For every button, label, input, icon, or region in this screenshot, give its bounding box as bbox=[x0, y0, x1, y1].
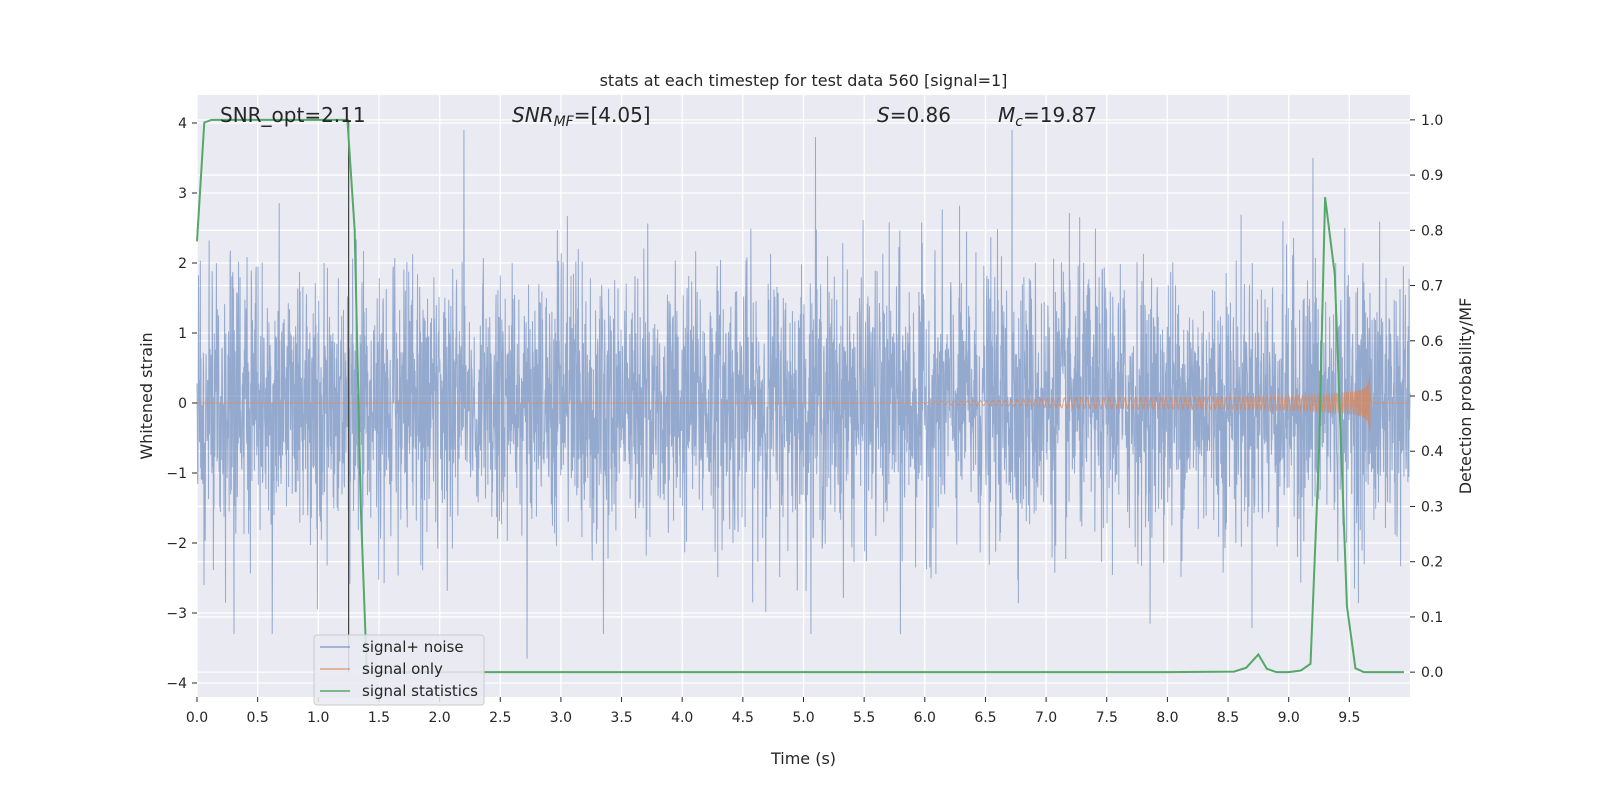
y-right-tick-label: 0.5 bbox=[1421, 389, 1443, 405]
legend-label-signal-statistics: signal statistics bbox=[362, 682, 478, 700]
y-left-axis-label: Whitened strain bbox=[137, 332, 156, 459]
x-tick-label: 4.0 bbox=[671, 710, 693, 726]
annotation-snr-opt: SNR_opt=2.11 bbox=[220, 103, 366, 127]
annotation-mc-sub: c bbox=[1015, 114, 1023, 130]
legend-box bbox=[313, 634, 485, 706]
y-left-tick-label: −4 bbox=[166, 676, 187, 692]
y-right-tick-label: 0.3 bbox=[1421, 499, 1443, 515]
x-tick-label: 7.0 bbox=[1035, 710, 1057, 726]
y-left-axis-ticks: −4 −3 −2 −1 0 1 2 3 4 bbox=[166, 116, 197, 692]
x-tick-label: 6.0 bbox=[914, 710, 936, 726]
y-right-tick-label: 1.0 bbox=[1421, 113, 1443, 129]
legend-label-signal-noise: signal+ noise bbox=[362, 638, 464, 656]
y-right-tick-label: 0.6 bbox=[1421, 334, 1443, 350]
y-right-tick-label: 0.9 bbox=[1421, 168, 1443, 184]
x-tick-label: 8.0 bbox=[1156, 710, 1178, 726]
y-right-axis-label: Detection probability/MF bbox=[1456, 298, 1475, 495]
x-tick-label: 5.5 bbox=[853, 710, 875, 726]
x-tick-label: 2.0 bbox=[428, 710, 450, 726]
y-left-tick-label: 2 bbox=[178, 256, 187, 272]
y-right-tick-label: 0.1 bbox=[1421, 610, 1443, 626]
x-tick-label: 6.5 bbox=[974, 710, 996, 726]
y-left-tick-label: 3 bbox=[178, 186, 187, 202]
signal-noise-line bbox=[196, 129, 1411, 659]
x-axis-label: Time (s) bbox=[770, 749, 836, 768]
annotation-snr-mf-value: =[4.05] bbox=[574, 103, 651, 127]
y-left-tick-label: 1 bbox=[178, 326, 187, 342]
y-right-axis-ticks: 0.0 0.1 0.2 0.3 0.4 0.5 0.6 0.7 0.8 0.9 1.0 bbox=[1410, 113, 1443, 681]
x-tick-label: 3.0 bbox=[550, 710, 572, 726]
series-signal-statistics bbox=[196, 118, 1404, 674]
y-right-tick-label: 0.0 bbox=[1421, 665, 1443, 681]
x-tick-label: 8.5 bbox=[1217, 710, 1239, 726]
y-left-tick-label: 4 bbox=[178, 116, 187, 132]
annotation-s-value: =0.86 bbox=[890, 103, 951, 127]
y-left-tick-label: −3 bbox=[166, 606, 187, 622]
annotation-snr-mf: SNRMF=[4.05] bbox=[512, 103, 651, 130]
annotation-s: S=0.86 bbox=[877, 103, 951, 127]
signal-statistics-line bbox=[196, 118, 1404, 674]
y-left-tick-label: −2 bbox=[166, 536, 187, 552]
y-right-tick-label: 0.8 bbox=[1421, 223, 1443, 239]
x-tick-label: 4.5 bbox=[732, 710, 754, 726]
x-tick-label: 0.0 bbox=[186, 710, 208, 726]
annotation-mc-value: =19.87 bbox=[1023, 103, 1097, 127]
x-tick-label: 0.5 bbox=[247, 710, 269, 726]
x-tick-label: 2.5 bbox=[489, 710, 511, 726]
x-tick-label: 7.5 bbox=[1096, 710, 1118, 726]
annotation-mc: Mc=19.87 bbox=[998, 103, 1097, 130]
annotation-snr-mf-label: SNR bbox=[512, 103, 554, 127]
x-tick-label: 9.0 bbox=[1278, 710, 1300, 726]
x-tick-label: 9.5 bbox=[1338, 710, 1360, 726]
x-tick-label: 1.0 bbox=[307, 710, 329, 726]
annotation-mc-label: M bbox=[998, 103, 1015, 127]
y-left-tick-label: 0 bbox=[178, 396, 187, 412]
y-right-tick-label: 0.4 bbox=[1421, 444, 1443, 460]
legend-label-signal-only: signal only bbox=[362, 660, 443, 678]
x-axis-ticks: 0.0 0.5 1.0 1.5 2.0 2.5 3.0 3.5 4.0 4.5 5.0 5.5 6.0 6… bbox=[186, 697, 1360, 726]
y-right-tick-label: 0.7 bbox=[1421, 279, 1443, 295]
chart-title: stats at each timestep for test data 560… bbox=[600, 71, 1008, 90]
x-tick-label: 1.5 bbox=[368, 710, 390, 726]
annotation-snr-mf-sub: MF bbox=[554, 114, 575, 130]
signal-only-line bbox=[197, 375, 1410, 432]
x-tick-label: 5.0 bbox=[792, 710, 814, 726]
annotation-s-label: S bbox=[877, 103, 890, 127]
series-signal-noise bbox=[196, 129, 1411, 659]
y-right-tick-label: 0.2 bbox=[1421, 555, 1443, 571]
series-signal-only bbox=[197, 375, 1410, 432]
x-tick-label: 3.5 bbox=[610, 710, 632, 726]
legend: signal+ noise signal only signal statist… bbox=[313, 634, 485, 706]
y-left-tick-label: −1 bbox=[166, 466, 187, 482]
